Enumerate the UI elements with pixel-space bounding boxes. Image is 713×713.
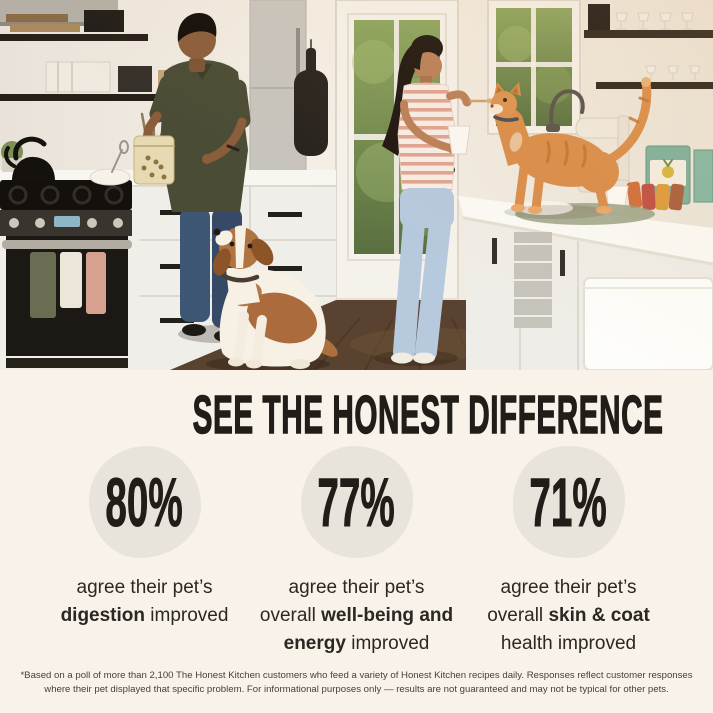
stat-card-skin-coat: 71% agree their pet’s overall skin & coat… <box>463 446 675 658</box>
stat-caption: agree their pet’s overall well-being and e… <box>259 577 454 654</box>
stats-row: 80% agree their pet’s digestion improved … <box>0 446 713 658</box>
section-headline: SEE THE HONEST DIFFERENCE <box>192 385 664 445</box>
stat-percent: 71% <box>529 463 608 541</box>
stat-circle: 77% <box>300 446 413 558</box>
stat-caption: agree their pet’s overall skin & coat heal… <box>487 577 650 654</box>
stat-circle: 71% <box>512 446 625 558</box>
stat-card-wellbeing-energy: 77% agree their pet’s overall well-being … <box>251 446 463 658</box>
kitchen-photo <box>0 0 713 370</box>
sunlight-overlay <box>0 0 713 370</box>
stat-circle: 80% <box>88 446 201 558</box>
headline-row: SEE THE HONEST DIFFERENCE <box>0 385 713 445</box>
stat-percent: 77% <box>317 463 396 541</box>
stat-card-digestion: 80% agree their pet’s digestion improved <box>39 446 251 658</box>
footnote: *Based on a poll of more than 2,100 The … <box>20 670 693 695</box>
stat-percent: 80% <box>105 463 184 541</box>
stat-caption: agree their pet’s digestion improved <box>60 577 229 626</box>
